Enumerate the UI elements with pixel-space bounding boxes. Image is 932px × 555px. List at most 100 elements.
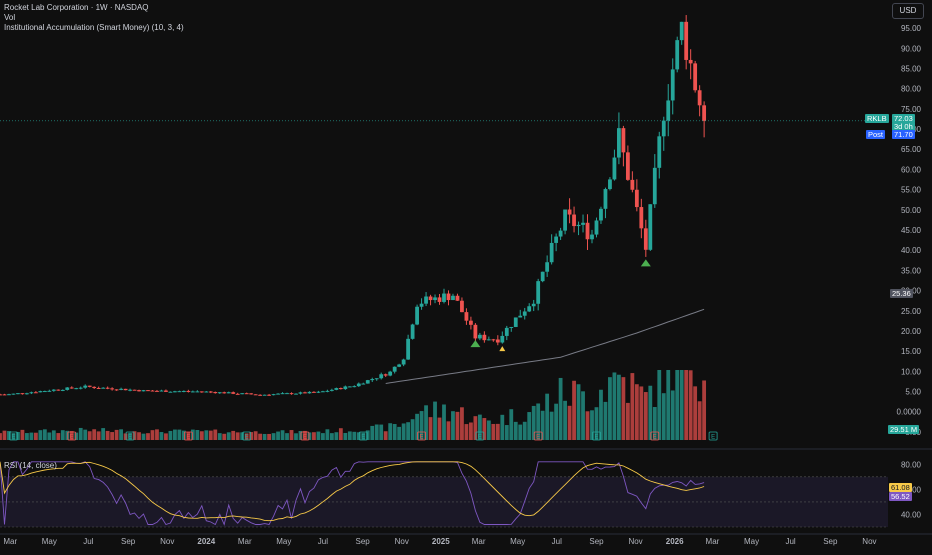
candle-body (128, 389, 132, 391)
rsi-line (0, 461, 705, 526)
candle-body (545, 262, 550, 272)
volume-bar (410, 419, 415, 440)
volume-bar (316, 431, 321, 440)
volume-legend[interactable]: Vol (4, 13, 16, 22)
volume-bar (173, 429, 177, 440)
candle-body (190, 391, 195, 393)
earnings-marker-label: E (11, 435, 15, 441)
candle-body (226, 392, 231, 394)
volume-bar (298, 430, 303, 440)
time-axis-tick: Mar (706, 537, 720, 546)
candle-body (590, 234, 594, 240)
volume-bar (446, 421, 451, 440)
volume-bar (401, 423, 406, 440)
rsi-moving-average-line (0, 461, 705, 522)
candle-body (576, 224, 581, 227)
candle-body (11, 393, 16, 395)
volume-bar (334, 432, 339, 440)
volume-bar (47, 432, 52, 440)
candle-body (42, 391, 47, 393)
indicator-legend[interactable]: Institutional Accumulation (Smart Money)… (4, 23, 184, 32)
earnings-marker (475, 431, 485, 441)
candle-body (612, 157, 617, 180)
time-axis-tick: Sep (121, 537, 136, 546)
candle-body (657, 136, 662, 168)
volume-bar (688, 370, 693, 440)
earnings-marker (242, 431, 252, 441)
candle-body (312, 391, 316, 393)
candle-body (630, 179, 635, 190)
volume-bar (303, 430, 307, 440)
candle-body (670, 69, 675, 101)
candle-body (20, 393, 25, 395)
chart-title[interactable]: Rocket Lab Corporation · 1W · NASDAQ (4, 3, 149, 12)
candle-body (540, 271, 545, 282)
earnings-marker (9, 431, 18, 441)
volume-bar (599, 389, 603, 440)
time-axis-tick: Nov (395, 537, 409, 546)
earnings-marker (125, 431, 135, 441)
currency-button[interactable]: USD (892, 3, 924, 19)
candle-body (639, 207, 644, 229)
volume-bar (177, 429, 182, 440)
candle-body (549, 242, 554, 263)
candle-body (155, 390, 159, 392)
time-axis-tick: Mar (3, 537, 17, 546)
time-axis-tick: Jul (318, 537, 328, 546)
candle-body (235, 393, 240, 395)
candle-body (208, 391, 213, 393)
volume-bar (460, 407, 464, 440)
candle-body (388, 371, 393, 376)
volume-bar (208, 430, 213, 440)
price-axis-tick: 95.00 (901, 24, 922, 33)
earnings-marker-label: E (420, 435, 424, 441)
volume-bar (433, 401, 437, 440)
candle-body (316, 391, 321, 393)
candle-body (491, 339, 496, 341)
volume-bar (361, 432, 366, 440)
volume-bar (186, 431, 191, 440)
volume-bar (661, 393, 666, 440)
time-axis-tick: Mar (472, 537, 486, 546)
rsi-legend[interactable]: RSI (14, close) (4, 461, 57, 470)
volume-bar (365, 430, 370, 440)
volume-bar (150, 430, 155, 440)
candle-body (83, 385, 88, 388)
last-price-tag: 72.03 (892, 114, 915, 123)
candle-body (7, 394, 11, 396)
price-axis-tick: 35.00 (901, 266, 922, 275)
volume-bar (352, 431, 357, 440)
candle-body (29, 392, 34, 394)
volume-bar (20, 429, 25, 440)
candle-body (114, 389, 119, 391)
volume-bar (51, 430, 56, 440)
volume-bar (639, 386, 644, 440)
candle-body (271, 394, 276, 396)
candle-body (415, 306, 419, 325)
volume-bar (38, 430, 43, 440)
candle-body (688, 59, 693, 64)
candle-body (141, 390, 146, 392)
rsi-axis-tick: 80.00 (901, 460, 922, 469)
candle-body (648, 204, 653, 250)
earnings-marker-label: E (536, 435, 540, 441)
earnings-marker (592, 431, 601, 441)
volume-bar (540, 410, 545, 440)
candle-body (625, 152, 630, 180)
price-axis-tick: 90.00 (901, 44, 922, 53)
volume-bar (65, 430, 70, 440)
candle-body (177, 391, 182, 393)
volume-bar (567, 405, 572, 440)
candle-body (379, 374, 384, 379)
volume-bar (482, 418, 487, 440)
candle-body (303, 392, 307, 394)
earnings-marker (417, 431, 426, 441)
earnings-marker (708, 431, 718, 441)
volume-bar (697, 401, 702, 440)
candle-body (56, 389, 61, 391)
volume-bar (442, 404, 446, 440)
rsi-axis-tick: 40.00 (901, 510, 922, 519)
earnings-marker-label: E (70, 435, 74, 441)
